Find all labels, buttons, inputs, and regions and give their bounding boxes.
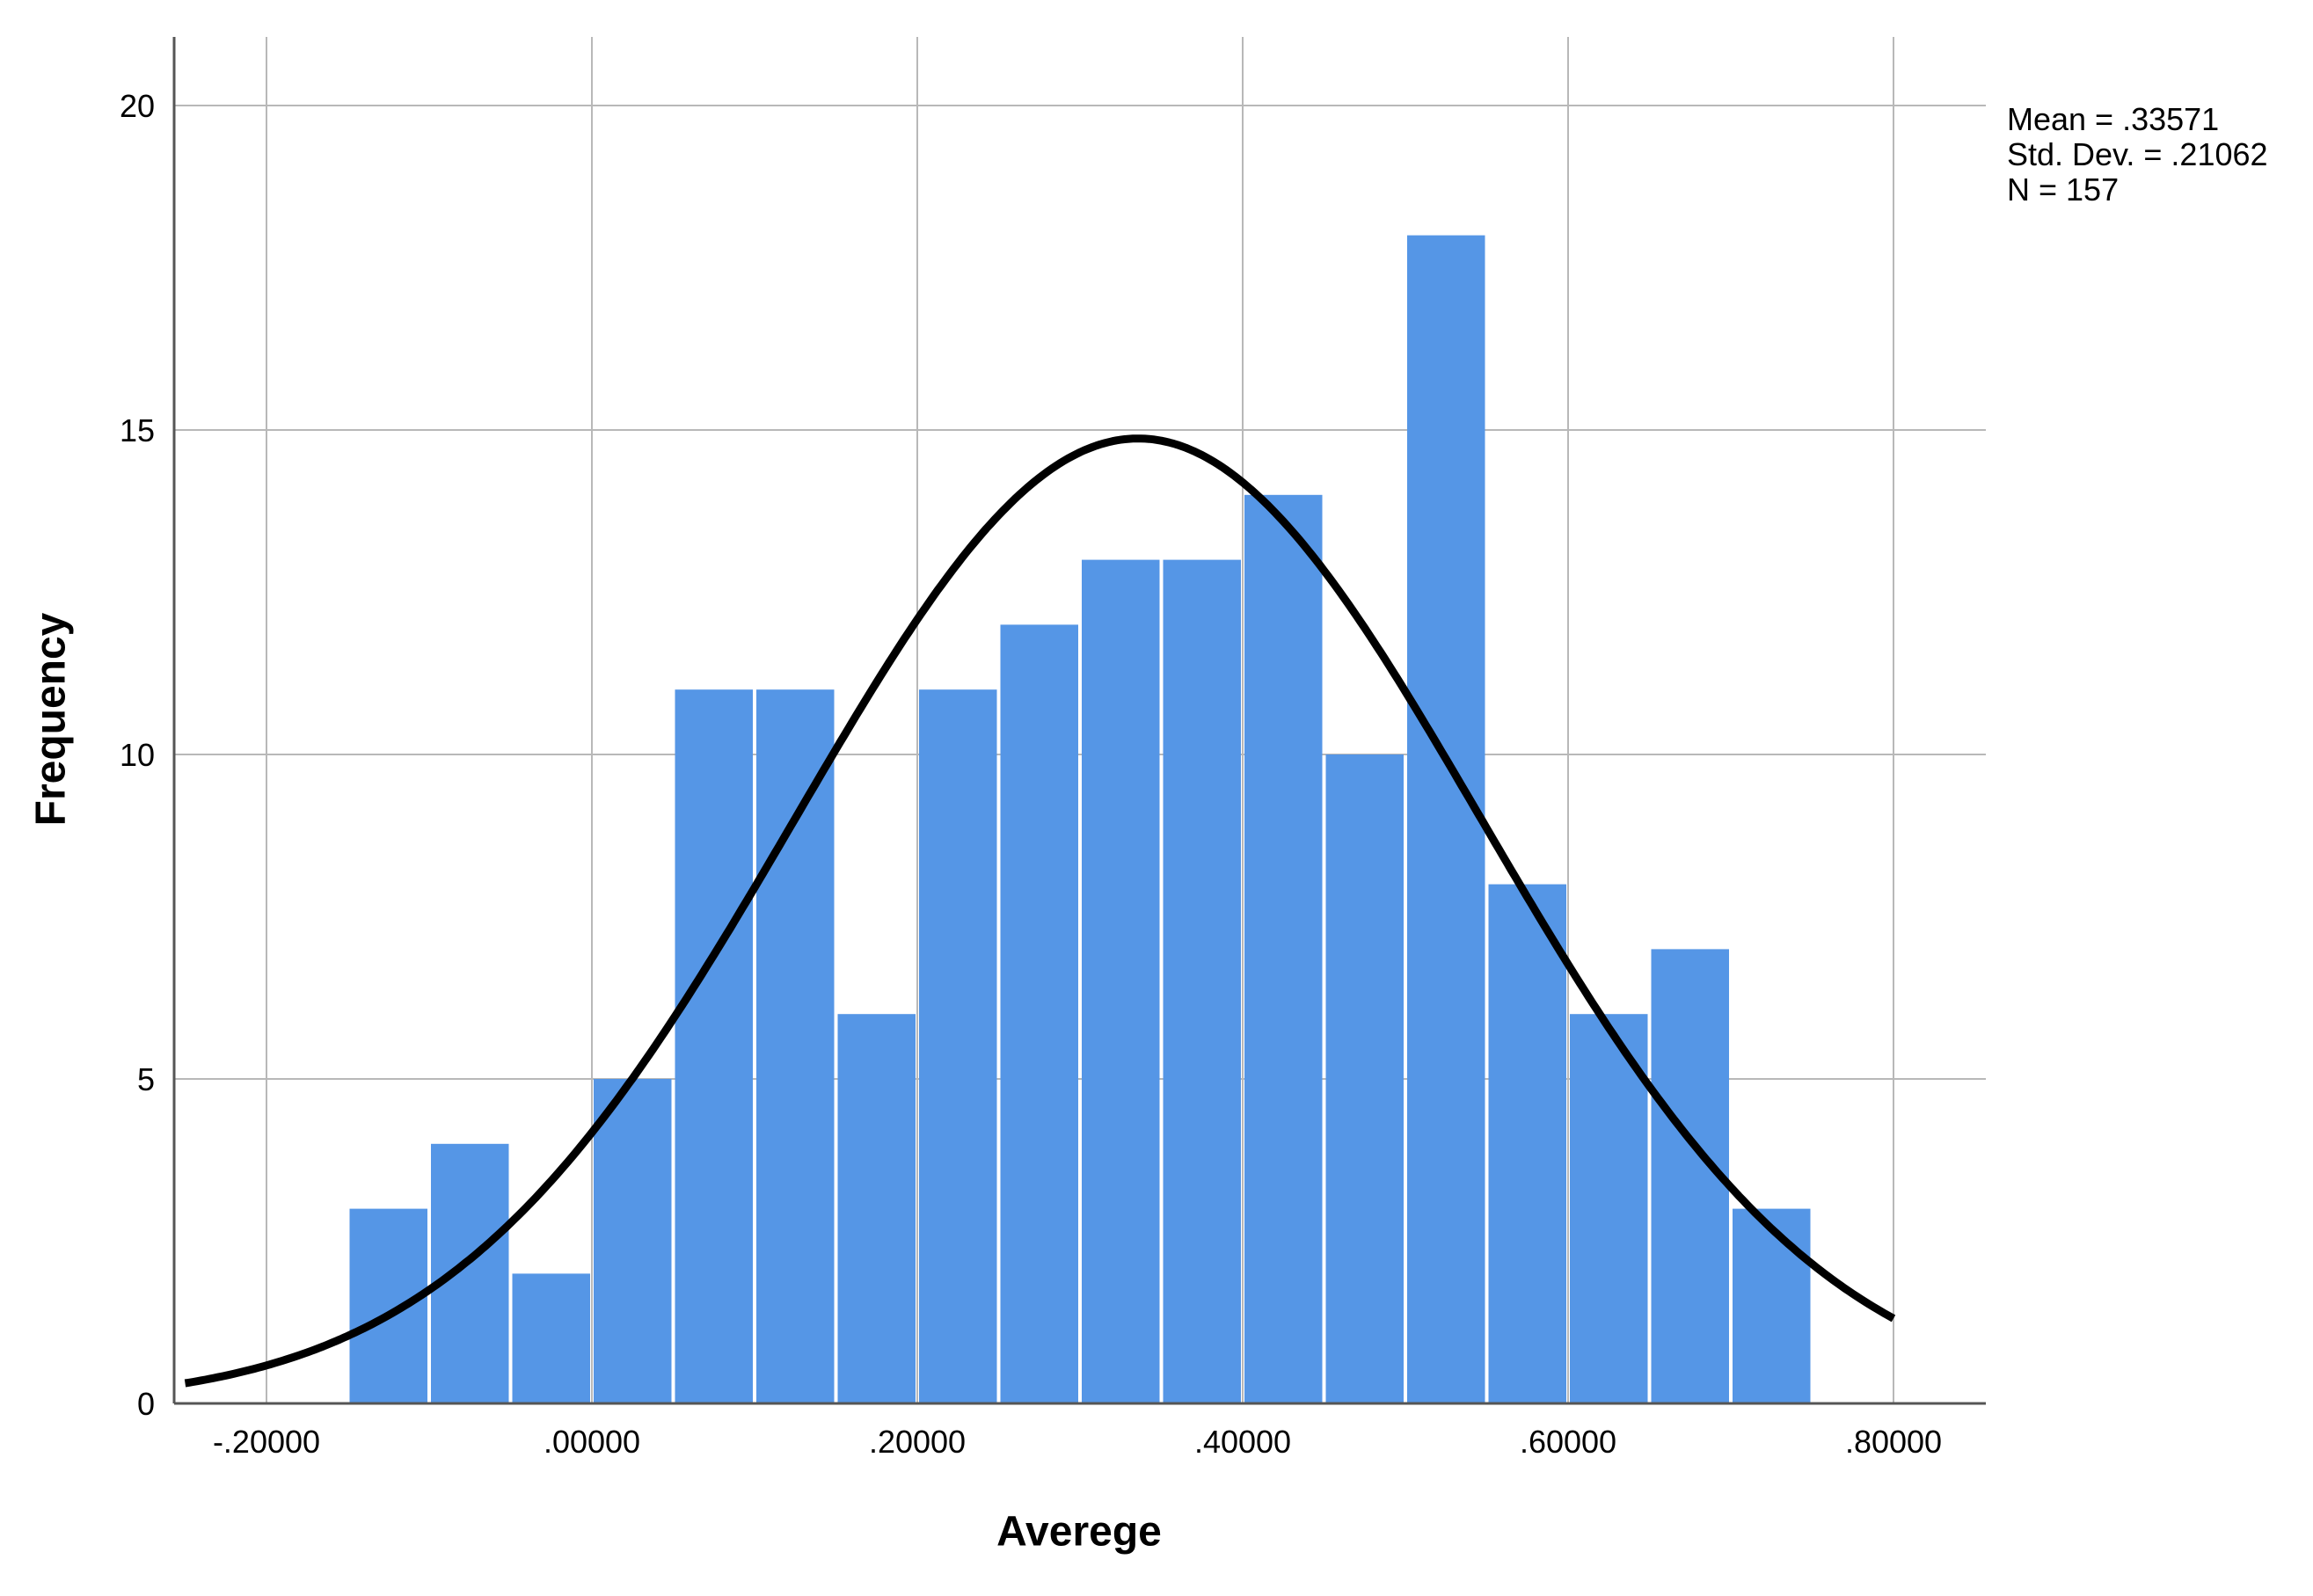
x-axis-label: Averege <box>996 1508 1162 1556</box>
stats-n: N = 157 <box>2007 171 2120 208</box>
stats-std-dev: Std. Dev. = .21062 <box>2007 136 2268 172</box>
y-axis-label: Frequency <box>27 612 75 827</box>
bar-11 <box>1244 494 1323 1403</box>
x-tick-label: .40000 <box>1194 1424 1291 1460</box>
bar-13 <box>1407 235 1485 1404</box>
x-tick-label: .00000 <box>544 1424 640 1460</box>
bar-12 <box>1325 754 1404 1403</box>
bar-5 <box>756 689 835 1403</box>
bar-9 <box>1082 559 1160 1403</box>
y-tick-label: 10 <box>120 737 155 773</box>
y-tick-label: 20 <box>120 88 155 124</box>
bar-2 <box>512 1273 590 1403</box>
normal-curve <box>184 434 1896 1388</box>
x-tick-label: .20000 <box>869 1424 966 1460</box>
histogram-bars <box>349 235 1811 1404</box>
x-tick-label: .60000 <box>1520 1424 1616 1460</box>
bar-14 <box>1488 884 1566 1403</box>
axes <box>172 37 1986 1405</box>
bar-15 <box>1570 1014 1648 1403</box>
x-tick-label: -.20000 <box>213 1424 320 1460</box>
bar-17 <box>1733 1208 1811 1403</box>
y-tick-label: 0 <box>137 1386 155 1422</box>
bar-6 <box>837 1014 916 1403</box>
stats-box: Mean = .33571 Std. Dev. = .21062 N = 157 <box>2007 102 2268 208</box>
bar-1 <box>431 1143 509 1403</box>
bar-4 <box>675 689 753 1403</box>
bar-3 <box>594 1079 672 1403</box>
normal-curve-line <box>184 434 1896 1388</box>
bar-8 <box>1000 624 1078 1403</box>
bar-0 <box>349 1208 427 1403</box>
y-tick-label: 15 <box>120 412 155 448</box>
grid-lines <box>174 37 1986 1403</box>
bar-7 <box>919 689 997 1403</box>
stats-mean: Mean = .33571 <box>2007 101 2220 137</box>
tick-labels: -.20000 .00000 .20000 .40000 .60000 .80000 0 5 1… <box>120 88 1942 1460</box>
y-tick-label: 5 <box>137 1061 155 1097</box>
x-tick-label: .80000 <box>1845 1424 1942 1460</box>
bar-10 <box>1163 559 1241 1403</box>
